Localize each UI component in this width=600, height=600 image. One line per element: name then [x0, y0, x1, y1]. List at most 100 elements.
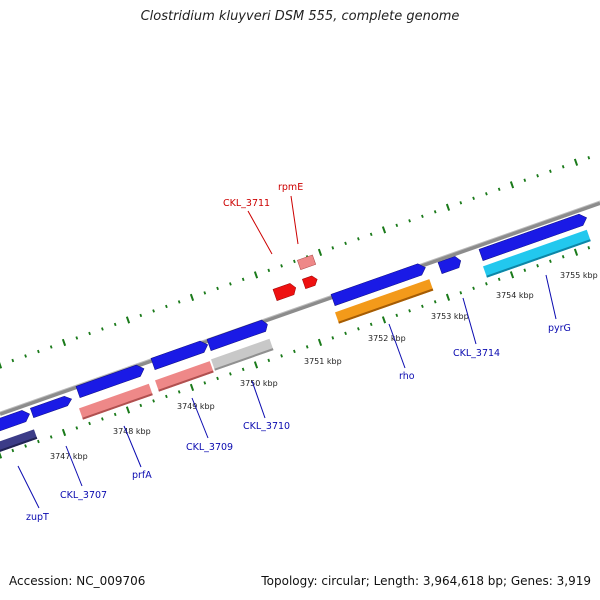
- minor-tick: [523, 268, 527, 272]
- gene-label-ckl3710[interactable]: CKL_3710: [243, 421, 290, 432]
- minor-tick: [536, 174, 539, 178]
- minor-tick: [241, 367, 245, 372]
- minor-tick: [485, 282, 488, 286]
- trna-feature-rpme[interactable]: [297, 254, 317, 271]
- cds-feature[interactable]: [30, 394, 73, 419]
- cds-feature[interactable]: [330, 262, 427, 306]
- minor-tick: [331, 246, 335, 250]
- accession-label: Accession: NC_009706: [9, 574, 146, 588]
- minor-tick: [139, 313, 143, 318]
- major-tick: [573, 158, 579, 166]
- major-tick: [189, 293, 195, 302]
- minor-tick: [587, 156, 591, 160]
- minor-tick: [433, 300, 437, 304]
- minor-tick: [331, 336, 335, 340]
- major-tick: [381, 316, 387, 324]
- leader-lines: [17, 195, 557, 509]
- cds-feature[interactable]: [75, 363, 146, 398]
- minor-tick: [472, 196, 475, 201]
- cds-feature[interactable]: [437, 255, 463, 274]
- cds-feature[interactable]: [0, 408, 32, 434]
- minor-tick: [587, 246, 591, 250]
- minor-tick: [293, 349, 296, 354]
- minor-tick: [344, 331, 347, 336]
- gene-label-prfa[interactable]: prfA: [132, 470, 152, 481]
- cds-feature[interactable]: [206, 319, 269, 351]
- minor-tick: [280, 264, 283, 268]
- minor-tick: [433, 210, 437, 214]
- minor-tick: [177, 390, 181, 394]
- minor-tick: [369, 232, 373, 237]
- minor-tick: [523, 178, 527, 182]
- minor-tick: [421, 214, 424, 219]
- cds-feature[interactable]: [478, 212, 589, 261]
- rrna-feature-rpme-1[interactable]: [302, 275, 319, 290]
- genome-backbone-highlight: [0, 200, 600, 413]
- kbp-label: 3755 kbp: [560, 271, 598, 280]
- minor-tick: [203, 291, 207, 295]
- gene-label-rho[interactable]: rho: [399, 371, 415, 382]
- minor-tick: [229, 372, 232, 376]
- major-tick: [381, 226, 387, 234]
- kbp-label: 3751 kbp: [304, 357, 342, 366]
- inner-tick-track: [0, 246, 591, 459]
- minor-tick: [24, 354, 27, 358]
- minor-tick: [229, 282, 232, 286]
- minor-tick: [139, 403, 143, 408]
- kbp-label: 3754 kbp: [496, 291, 534, 300]
- minor-tick: [267, 358, 271, 363]
- gene-label-ckl3714[interactable]: CKL_3714: [453, 348, 500, 359]
- major-tick: [189, 383, 195, 392]
- minor-tick: [280, 354, 283, 358]
- minor-tick: [101, 417, 104, 421]
- minor-tick: [101, 327, 104, 331]
- minor-tick: [395, 313, 399, 318]
- major-tick: [253, 361, 259, 369]
- minor-tick: [357, 237, 360, 241]
- minor-tick: [536, 264, 539, 268]
- minor-tick: [357, 327, 360, 331]
- minor-tick: [485, 192, 488, 196]
- feature-bar-gray[interactable]: [211, 338, 274, 371]
- rrna-feature-ckl3711[interactable]: [272, 282, 298, 301]
- page-title: Clostridium kluyveri DSM 555, complete g…: [140, 9, 460, 24]
- minor-tick: [472, 286, 475, 291]
- major-tick: [509, 181, 515, 189]
- feature-bar-pink[interactable]: [155, 361, 214, 392]
- gene-label-rpme[interactable]: rpmE: [278, 182, 303, 193]
- minor-tick: [88, 421, 91, 426]
- gene-label-ckl3707[interactable]: CKL_3707: [60, 490, 107, 501]
- gene-label-pyrg[interactable]: pyrG: [548, 323, 571, 334]
- major-tick: [317, 338, 323, 346]
- kbp-label: 3752 kbp: [368, 334, 406, 343]
- feature-bar-pink[interactable]: [79, 383, 153, 420]
- major-tick: [125, 406, 131, 414]
- minor-tick: [549, 169, 552, 173]
- minor-tick: [421, 304, 424, 309]
- minor-tick: [305, 345, 309, 349]
- minor-tick: [88, 331, 91, 336]
- gene-label-ckl3709[interactable]: CKL_3709: [186, 442, 233, 453]
- minor-tick: [75, 336, 79, 340]
- minor-tick: [49, 345, 53, 349]
- major-tick: [125, 316, 131, 324]
- minor-tick: [241, 277, 245, 282]
- feature-bar-orange[interactable]: [335, 279, 434, 324]
- minor-tick: [459, 201, 463, 205]
- feature-bar-light-blue[interactable]: [483, 229, 591, 278]
- minor-tick: [216, 286, 219, 291]
- major-tick: [317, 248, 323, 256]
- cds-feature[interactable]: [150, 339, 210, 370]
- minor-tick: [165, 304, 168, 309]
- minor-tick: [344, 241, 347, 246]
- feature-bar-navy[interactable]: [0, 429, 38, 453]
- minor-tick: [75, 426, 79, 430]
- major-tick: [445, 203, 451, 211]
- minor-tick: [293, 259, 296, 264]
- gene-label-zupt[interactable]: zupT: [26, 512, 49, 523]
- kbp-label: 3753 kbp: [431, 312, 469, 321]
- gene-label-ckl3711[interactable]: CKL_3711: [223, 198, 270, 209]
- genome-summary: Topology: circular; Length: 3,964,618 bp…: [261, 574, 591, 588]
- minor-tick: [497, 187, 501, 191]
